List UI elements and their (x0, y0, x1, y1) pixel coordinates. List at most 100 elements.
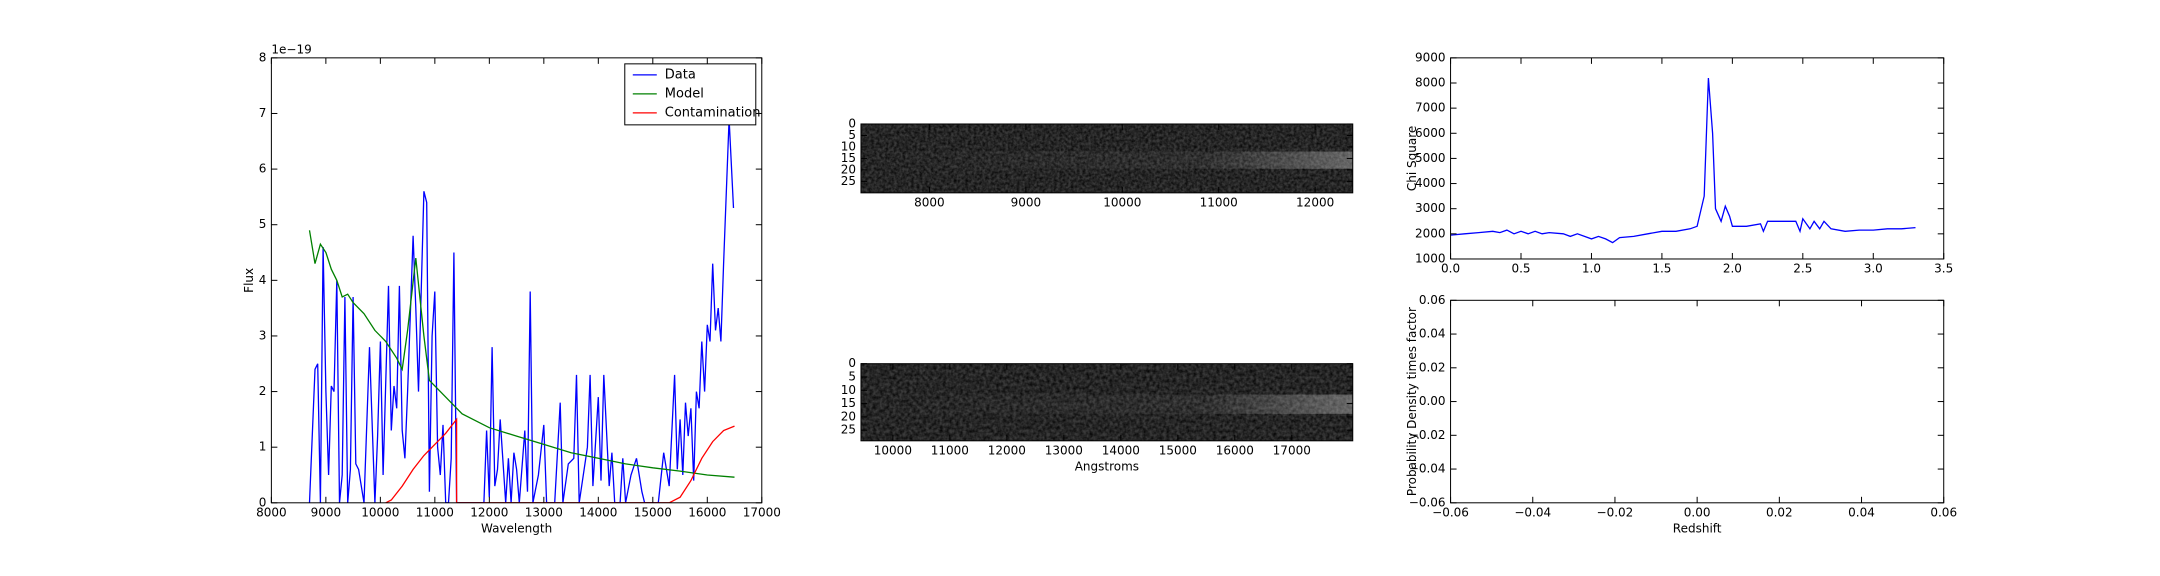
y-tick-label: 15 (841, 396, 856, 410)
x-tick-label: −0.06 (1432, 505, 1469, 519)
y-tick-label: 20 (841, 162, 856, 176)
x-tick-label: 16000 (1216, 443, 1254, 457)
x-tick-label: 0.5 (1511, 261, 1530, 275)
legend-label: Model (665, 86, 704, 101)
x-tick-label: 9000 (311, 505, 342, 519)
y-tick-label: 5000 (1415, 151, 1446, 165)
x-tick-label: 0.0 (1441, 261, 1460, 275)
x-tick-label: 12000 (470, 505, 508, 519)
x-tick-label: 14000 (1102, 443, 1140, 457)
x-tick-label: 10000 (874, 443, 912, 457)
y-tick-label: 6000 (1415, 126, 1446, 140)
x-tick-label: 11000 (931, 443, 969, 457)
y-tick-label: 5 (848, 128, 856, 142)
data-line (308, 230, 735, 478)
x-tick-label: 15000 (634, 505, 672, 519)
x-tick-label: 0.02 (1766, 505, 1793, 519)
x-tick-label: −0.04 (1514, 505, 1551, 519)
y-axis-label: Chi Square (1405, 126, 1419, 191)
y-tick-label: 2 (259, 384, 267, 398)
y-tick-label: 25 (841, 174, 856, 188)
axes-frame (1450, 57, 1945, 260)
data-line (308, 118, 735, 503)
x-tick-label: 16000 (688, 505, 726, 519)
x-tick-label: 9000 (1011, 195, 1042, 209)
axes-frame (1450, 299, 1945, 504)
y-tick-label: 0.06 (1419, 293, 1446, 307)
y-axis-label: Flux (242, 268, 256, 293)
y-tick-label: 8 (259, 50, 267, 64)
x-tick-label: −0.02 (1597, 505, 1634, 519)
legend-label: Contamination (665, 105, 761, 120)
y-tick-label: 0.00 (1419, 394, 1446, 408)
y-tick-label: 3 (259, 328, 267, 342)
y-tick-label: 0 (848, 116, 856, 130)
y-tick-label: 0 (259, 495, 267, 509)
x-tick-label: 13000 (525, 505, 563, 519)
x-tick-label: 1.0 (1582, 261, 1601, 275)
y-tick-label: 4 (259, 273, 267, 287)
panel: 0.0 0.5 1.0 1.5 2.0 2.5 3.0 3.5 1000 2000 3000 4000… (1405, 50, 1953, 275)
y-tick-label: −0.06 (1409, 495, 1446, 509)
y-axis-label: Probability Density times factor (1405, 307, 1419, 496)
y-tick-label: −0.02 (1409, 428, 1446, 442)
legend-label: Data (665, 67, 696, 82)
y-tick-label: 3000 (1415, 201, 1446, 215)
x-tick-label: 1.5 (1652, 261, 1671, 275)
x-tick-label: 3.0 (1864, 261, 1883, 275)
y-tick-label: 4000 (1415, 176, 1446, 190)
x-tick-label: 11000 (416, 505, 454, 519)
y-tick-label: −0.04 (1409, 462, 1446, 476)
y-tick-label: 8000 (1415, 75, 1446, 89)
x-tick-label: 17000 (1273, 443, 1311, 457)
axes-frame (860, 363, 1354, 442)
y-offset-label: 1e−19 (271, 42, 311, 56)
y-tick-label: 1000 (1415, 251, 1446, 265)
x-tick-label: 11000 (1200, 195, 1238, 209)
y-tick-label: 2000 (1415, 226, 1446, 240)
y-tick-label: 5 (848, 369, 856, 383)
panel: 8000 9000 10000 11000 12000 13000 14000 15000 16… (242, 42, 781, 535)
y-tick-label: 25 (841, 423, 856, 437)
x-tick-label: 0.06 (1930, 505, 1957, 519)
x-tick-label: 0.04 (1848, 505, 1875, 519)
y-tick-label: 0 (848, 356, 856, 370)
x-tick-label: 10000 (1103, 195, 1141, 209)
x-tick-label: 0.00 (1684, 505, 1711, 519)
y-tick-label: 5 (259, 217, 267, 231)
data-line (385, 417, 735, 503)
spectrum-trace (860, 151, 1353, 169)
y-tick-label: 0.02 (1419, 360, 1446, 374)
y-tick-label: 0.04 (1419, 327, 1446, 341)
x-axis-label: Redshift (1673, 521, 1722, 535)
panel: 10000 11000 12000 13000 14000 15000 16000 17000… (841, 356, 1354, 473)
x-tick-label: 12000 (1296, 195, 1334, 209)
x-tick-label: 2.5 (1793, 261, 1812, 275)
x-tick-label: 8000 (914, 195, 945, 209)
y-tick-label: 20 (841, 409, 856, 423)
x-tick-label: 14000 (579, 505, 617, 519)
y-tick-label: 7 (259, 106, 267, 120)
x-axis-label: Angstroms (1075, 459, 1139, 473)
data-line (1450, 77, 1916, 244)
x-tick-label: 3.5 (1934, 261, 1953, 275)
y-tick-label: 9000 (1415, 50, 1446, 64)
y-tick-label: 15 (841, 151, 856, 165)
x-tick-label: 2.0 (1723, 261, 1742, 275)
x-tick-label: 12000 (988, 443, 1026, 457)
x-tick-label: 17000 (743, 505, 781, 519)
y-tick-label: 7000 (1415, 101, 1446, 115)
y-tick-label: 10 (841, 383, 856, 397)
panel: −0.06 −0.04 −0.02 0.00 0.02 0.04 0.06 −0.06 −0.0… (1405, 293, 1957, 536)
y-tick-label: 1 (259, 440, 267, 454)
y-tick-label: 10 (841, 139, 856, 153)
x-tick-label: 10000 (361, 505, 399, 519)
x-tick-label: 13000 (1045, 443, 1083, 457)
x-tick-label: 15000 (1159, 443, 1197, 457)
spectrum-trace (860, 394, 1353, 414)
y-tick-label: 6 (259, 162, 267, 176)
x-axis-label: Wavelength (481, 521, 552, 535)
